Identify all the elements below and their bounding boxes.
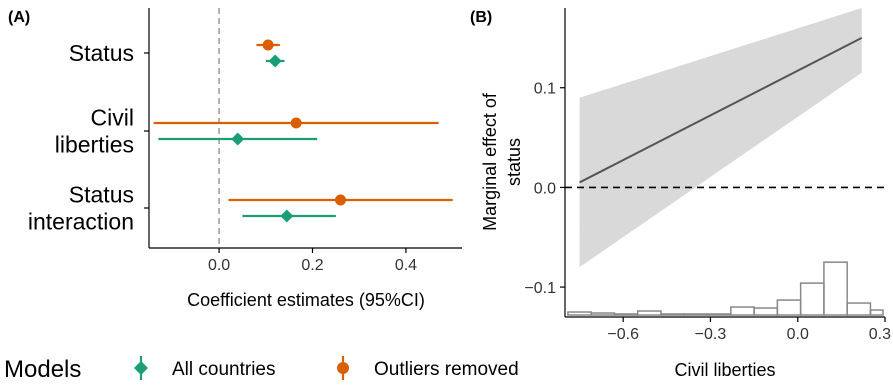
panel-b-y-title-line: Marginal effect of: [480, 92, 500, 231]
panel-b-histogram-bar: [823, 261, 848, 316]
panel-b-histogram-bar: [660, 313, 686, 316]
panel-b-x-tick-label: −0.6: [607, 326, 639, 343]
panel-a-x-tick-label: 0.2: [301, 257, 323, 274]
panel-b-histogram-bar: [613, 313, 639, 316]
panel-b-y-title: Marginal effect of status: [480, 92, 524, 231]
panel-b-x-tick-label: −0.3: [695, 326, 727, 343]
panel-b-y-title-group: Marginal effect of status: [480, 92, 524, 231]
panel-b-y-tick-label: 0.1: [534, 81, 556, 98]
panel-a-point-outliers_removed: [262, 39, 274, 51]
legend: Models All countries Outliers removed: [4, 356, 519, 383]
panel-b-histogram-bar: [590, 312, 616, 316]
panel-b-histogram-bar: [567, 311, 592, 316]
panel-a-category-label: liberties: [55, 132, 134, 158]
panel-a-label: (A): [8, 9, 30, 26]
legend-item-label: All countries: [172, 359, 276, 380]
panel-b-histogram-bar: [799, 282, 825, 316]
panel-b-histogram-bar: [846, 302, 872, 316]
panel-a-category-label: interaction: [28, 209, 134, 235]
panel-b-plot: −0.1 0.0 0.1 −0.6 −0.3 0.0 0.3: [524, 8, 891, 343]
panel-b-x-title: Civil liberties: [674, 360, 775, 380]
panel-b-label: (B): [470, 9, 492, 26]
panel-a-category-label: Status: [69, 40, 134, 66]
panel-b-ci-ribbon: [579, 8, 862, 268]
panel-b-effect-line: [579, 37, 863, 184]
legend-key-circle: [337, 362, 349, 374]
legend-key-diamond: [134, 361, 148, 375]
panel-a-point-outliers_removed: [335, 194, 347, 206]
panel-b-histogram-bar: [683, 313, 709, 316]
panel-a-x-tick-label: 0.4: [395, 257, 417, 274]
legend-item-label: Outliers removed: [374, 359, 519, 380]
panel-b-histogram-bar: [636, 310, 662, 316]
panel-a-point-all_countries: [280, 209, 294, 223]
panel-b-y-tick-label: −0.1: [524, 280, 556, 297]
panel-a-x-tick-label: 0.0: [208, 257, 230, 274]
panel-b-histogram-bar: [869, 309, 884, 316]
panel-a-plot: StatusCivillibertiesStatusinteraction0.0…: [28, 8, 453, 274]
panel-a-category-label: Status: [69, 182, 134, 208]
panel-b-histogram-bar: [753, 307, 779, 316]
panel-b-histogram-bar: [776, 299, 802, 316]
panel-b-y-tick-label: 0.0: [534, 180, 556, 197]
panel-b-x-tick-label: 0.0: [787, 326, 809, 343]
panel-a-point-all_countries: [231, 132, 245, 146]
panel-a-category-label: Civil: [91, 105, 134, 131]
panel-b-histogram-bar: [706, 313, 732, 316]
panel-a-x-title: Coefficient estimates (95%CI): [187, 290, 425, 310]
panel-a-point-all_countries: [268, 54, 282, 68]
panel-b-x-tick-label: 0.3: [869, 326, 891, 343]
panel-a-point-outliers_removed: [290, 117, 302, 129]
panel-b-y-title-line: status: [504, 138, 524, 186]
legend-title: Models: [4, 356, 81, 383]
panel-b-histogram-bar: [730, 306, 755, 316]
